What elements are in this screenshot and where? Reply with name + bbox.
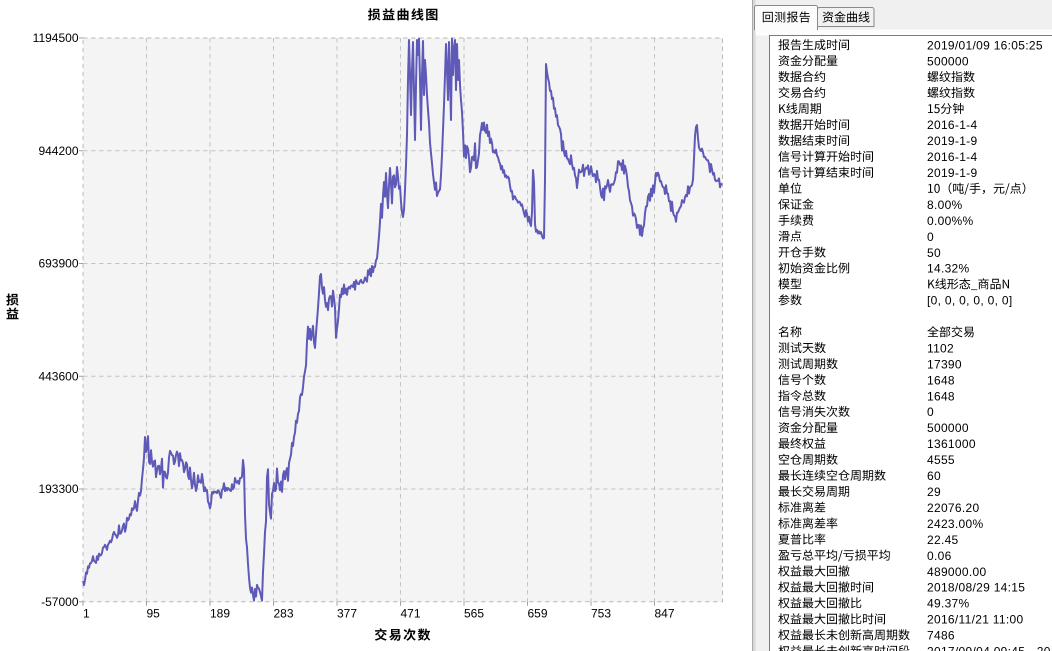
svg-text:2018/08/29 14:15: 2018/08/29 14:15 xyxy=(927,581,1025,595)
svg-text:2016-1-4: 2016-1-4 xyxy=(927,150,977,164)
svg-text:500000: 500000 xyxy=(927,54,969,68)
svg-text:2016/11/21 11:00: 2016/11/21 11:00 xyxy=(927,613,1023,627)
svg-text:471: 471 xyxy=(401,607,421,621)
svg-text:-57000: -57000 xyxy=(41,595,79,609)
svg-text:60: 60 xyxy=(927,469,941,483)
svg-text:1194500: 1194500 xyxy=(33,31,79,45)
svg-text:443600: 443600 xyxy=(38,369,78,383)
svg-text:95: 95 xyxy=(147,607,161,621)
svg-text:283: 283 xyxy=(274,607,294,621)
svg-text:1648: 1648 xyxy=(927,373,955,387)
svg-text:2017/09/04 09:45 - 2018: 2017/09/04 09:45 - 2018 xyxy=(927,645,1052,651)
svg-text:1: 1 xyxy=(83,607,90,621)
svg-text:847: 847 xyxy=(655,607,675,621)
svg-text:22.45: 22.45 xyxy=(927,533,959,547)
svg-text:944200: 944200 xyxy=(38,144,78,158)
svg-text:659: 659 xyxy=(528,607,548,621)
svg-text:22076.20: 22076.20 xyxy=(927,501,979,515)
svg-text:693900: 693900 xyxy=(38,257,78,271)
svg-text:[0, 0, 0, 0, 0, 0]: [0, 0, 0, 0, 0, 0] xyxy=(927,294,1012,308)
svg-text:2019-1-9: 2019-1-9 xyxy=(927,134,977,148)
svg-text:2019-1-9: 2019-1-9 xyxy=(927,166,977,180)
svg-text:50: 50 xyxy=(927,246,941,260)
svg-text:29: 29 xyxy=(927,485,941,499)
svg-text:7486: 7486 xyxy=(927,629,955,643)
svg-text:1102: 1102 xyxy=(927,341,954,355)
svg-text:17390: 17390 xyxy=(927,357,962,371)
svg-text:500000: 500000 xyxy=(927,421,969,435)
svg-text:565: 565 xyxy=(464,607,484,621)
svg-text:0: 0 xyxy=(927,230,934,244)
svg-text:2019/01/09 16:05:25: 2019/01/09 16:05:25 xyxy=(927,38,1043,52)
svg-text:189: 189 xyxy=(210,607,230,621)
svg-text:489000.00: 489000.00 xyxy=(927,565,986,579)
svg-text:753: 753 xyxy=(591,607,611,621)
svg-text:14.32%: 14.32% xyxy=(927,262,970,276)
svg-text:2423.00%: 2423.00% xyxy=(927,517,983,531)
svg-text:193300: 193300 xyxy=(38,482,78,496)
svg-text:1648: 1648 xyxy=(927,389,955,403)
svg-text:8.00%: 8.00% xyxy=(927,198,963,212)
svg-text:0: 0 xyxy=(927,405,934,419)
svg-text:49.37%: 49.37% xyxy=(927,597,970,611)
svg-text:377: 377 xyxy=(337,607,357,621)
svg-text:4555: 4555 xyxy=(927,453,955,467)
svg-text:0.06: 0.06 xyxy=(927,549,952,563)
svg-text:1361000: 1361000 xyxy=(927,437,976,451)
svg-text:2016-1-4: 2016-1-4 xyxy=(927,118,977,132)
svg-text:0.00%%: 0.00%% xyxy=(927,214,974,228)
